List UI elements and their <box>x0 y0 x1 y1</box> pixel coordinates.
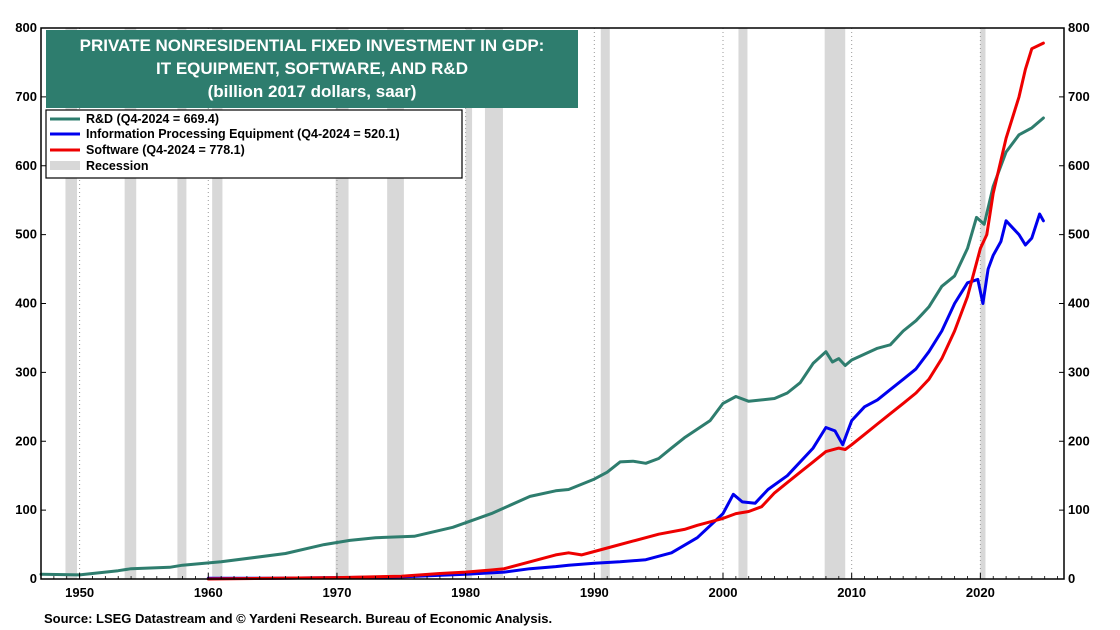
x-tick-label-1960: 1960 <box>194 585 223 600</box>
x-tick-label-2010: 2010 <box>837 585 866 600</box>
chart-title-line-2: IT EQUIPMENT, SOFTWARE, AND R&D <box>156 59 468 78</box>
series-line-r-d <box>39 116 1045 577</box>
recession-band-3 <box>212 28 223 579</box>
y-tick-label-right-0: 0 <box>1068 571 1075 586</box>
y-tick-label-left-400: 400 <box>15 296 37 311</box>
y-tick-label-left-500: 500 <box>15 227 37 242</box>
source-note: Source: LSEG Datastream and © Yardeni Re… <box>44 611 552 626</box>
recession-band-0 <box>65 28 78 579</box>
chart-title-line-3: (billion 2017 dollars, saar) <box>208 82 417 101</box>
x-tick-label-1990: 1990 <box>580 585 609 600</box>
x-tick-label-2000: 2000 <box>709 585 738 600</box>
x-tick-label-1970: 1970 <box>323 585 352 600</box>
legend-label-info-equipment: Information Processing Equipment (Q4-202… <box>86 127 400 141</box>
x-tick-label-1980: 1980 <box>451 585 480 600</box>
series-lines <box>39 41 1045 581</box>
legend-label-rnd: R&D (Q4-2024 = 669.4) <box>86 112 219 126</box>
title-box <box>46 30 578 108</box>
y-tick-label-right-300: 300 <box>1068 364 1090 379</box>
recession-band-10 <box>824 28 846 579</box>
y-tick-label-left-600: 600 <box>15 158 37 173</box>
y-tick-label-right-400: 400 <box>1068 296 1090 311</box>
recession-band-1 <box>124 28 137 579</box>
legend-label-recession: Recession <box>86 159 149 173</box>
y-tick-label-left-200: 200 <box>15 433 37 448</box>
chart-title-line-1: PRIVATE NONRESIDENTIAL FIXED INVESTMENT … <box>80 36 545 55</box>
y-tick-label-right-100: 100 <box>1068 502 1090 517</box>
y-tick-label-right-600: 600 <box>1068 158 1090 173</box>
x-tick-label-2020: 2020 <box>966 585 995 600</box>
y-tick-label-left-300: 300 <box>15 364 37 379</box>
y-tick-label-left-0: 0 <box>30 571 37 586</box>
y-tick-label-left-800: 800 <box>15 20 37 35</box>
y-tick-label-right-500: 500 <box>1068 227 1090 242</box>
axis-ticks: 0 0 100 100 200 200 300 300 400 400 500 500 600 600 70… <box>15 20 1089 600</box>
recession-band-2 <box>177 28 187 579</box>
legend: R&D (Q4-2024 = 669.4) Information Proces… <box>45 109 463 179</box>
y-tick-label-right-700: 700 <box>1068 89 1090 104</box>
recession-band-9 <box>738 28 748 579</box>
legend-swatch-recession <box>50 161 80 170</box>
recession-band-8 <box>600 28 610 579</box>
y-tick-label-right-800: 800 <box>1068 20 1090 35</box>
recession-band-7 <box>484 28 503 579</box>
legend-box <box>45 109 463 179</box>
y-tick-label-left-100: 100 <box>15 502 37 517</box>
y-tick-label-right-200: 200 <box>1068 433 1090 448</box>
series-line-information-processing-equipment <box>206 212 1045 580</box>
recession-band-6 <box>465 28 473 579</box>
x-tick-label-1950: 1950 <box>65 585 94 600</box>
legend-label-software: Software (Q4-2024 = 778.1) <box>86 143 245 157</box>
series-line-software <box>206 41 1045 581</box>
y-tick-label-left-700: 700 <box>15 89 37 104</box>
